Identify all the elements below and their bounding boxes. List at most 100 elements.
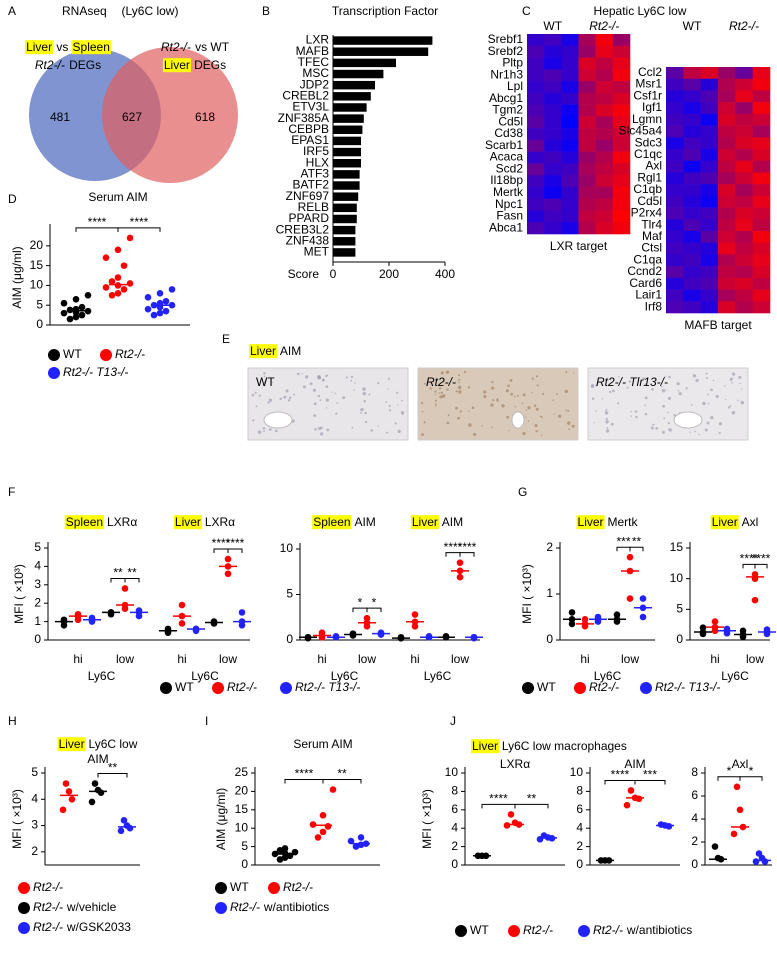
data-point	[309, 821, 317, 828]
texture	[605, 408, 608, 411]
texture	[468, 423, 472, 427]
heatmap-cell	[544, 151, 562, 164]
data-point	[425, 633, 433, 640]
texture	[400, 399, 403, 402]
heatmap-cell	[700, 195, 719, 208]
venn-title: RNAseq	[62, 4, 107, 18]
x-tick-label: low	[219, 652, 237, 666]
data-point	[319, 812, 327, 819]
heatmap-cell	[752, 137, 771, 150]
texture	[707, 402, 710, 405]
texture	[468, 410, 470, 413]
y-tick-label: 4	[451, 820, 458, 834]
heatmap-cell	[752, 149, 771, 162]
category-label: ZNF697	[286, 189, 330, 203]
texture	[664, 375, 667, 378]
heatmap-cell	[527, 151, 545, 164]
x-axis-label: Ly6C	[594, 669, 622, 683]
subplot-title: Spleen AIM	[313, 515, 376, 529]
heatmap-cell	[578, 222, 596, 235]
texture	[283, 395, 287, 399]
bar	[333, 103, 367, 112]
heatmap-cell	[735, 219, 753, 232]
texture	[740, 388, 743, 390]
heatmap-cell	[595, 151, 614, 164]
data-point	[363, 614, 371, 622]
texture	[334, 392, 336, 394]
highlight	[162, 58, 191, 73]
x-tick-label: low	[358, 652, 376, 666]
texture	[496, 399, 499, 402]
heatmap-cell	[752, 113, 771, 126]
x-tick-label: hi	[410, 652, 419, 666]
texture	[492, 399, 495, 402]
x-tick-label: hi	[580, 652, 589, 666]
subplot-title: Axl	[732, 757, 749, 771]
heatmap-cell	[718, 219, 736, 232]
text-segment: vs	[56, 40, 68, 54]
data-point	[736, 806, 744, 814]
bar	[333, 225, 356, 235]
heatmap-cell	[527, 198, 545, 211]
data-point	[72, 295, 80, 303]
bar	[333, 237, 356, 246]
texture	[491, 386, 495, 390]
texture	[314, 427, 317, 431]
texture	[644, 404, 647, 407]
heatmap-cell	[561, 45, 579, 58]
texture	[483, 394, 487, 399]
heatmap-cell	[683, 301, 701, 314]
heatmap-cell	[544, 81, 562, 94]
heatmap-cell	[700, 254, 719, 267]
heatmap-cell	[718, 172, 736, 185]
y-tick-label: 0	[676, 632, 683, 646]
texture	[509, 378, 513, 382]
y-tick-label: 8	[691, 765, 698, 779]
data-point	[162, 307, 170, 315]
text-segment: DEGs	[69, 58, 101, 72]
data-point	[635, 795, 643, 803]
data-point	[117, 827, 125, 835]
legend-marker	[215, 882, 227, 894]
data-point	[126, 234, 134, 242]
texture	[387, 377, 390, 380]
heatmap-cell	[735, 78, 753, 91]
texture	[455, 390, 458, 393]
heatmap-cell	[527, 92, 545, 105]
heatmap-cell	[561, 34, 579, 47]
texture	[527, 406, 531, 410]
heatmap-cell	[544, 186, 562, 200]
texture	[263, 372, 266, 375]
significance-bracket	[634, 779, 666, 785]
heatmap-cell	[527, 175, 545, 188]
heatmap-cell	[666, 149, 684, 162]
texture	[564, 389, 568, 394]
texture	[313, 414, 317, 417]
text-segment: LXRα	[500, 757, 530, 771]
texture	[263, 381, 267, 384]
texture	[438, 392, 440, 394]
texture	[435, 403, 437, 405]
texture	[712, 379, 715, 382]
heatmap-cell	[683, 242, 701, 255]
texture	[690, 404, 693, 406]
y-tick-label: 1	[34, 614, 41, 628]
heatmap-cell	[578, 128, 596, 141]
heatmap-cell	[683, 102, 701, 115]
texture	[718, 431, 721, 435]
heatmap-cell	[666, 266, 684, 279]
data-point	[536, 835, 544, 843]
texture	[440, 391, 443, 395]
data-point	[178, 620, 186, 627]
heatmap-cell	[544, 104, 562, 117]
texture	[685, 387, 688, 390]
category-label: ATF3	[301, 167, 330, 181]
heatmap-cell	[612, 116, 631, 129]
y-tick-label: 10	[235, 820, 249, 834]
texture	[707, 393, 710, 396]
heatmap-cell	[527, 210, 545, 223]
y-tick-label: 4	[34, 559, 41, 573]
texture	[508, 429, 510, 432]
heatmap-cell	[527, 128, 545, 141]
data-point	[108, 292, 116, 299]
